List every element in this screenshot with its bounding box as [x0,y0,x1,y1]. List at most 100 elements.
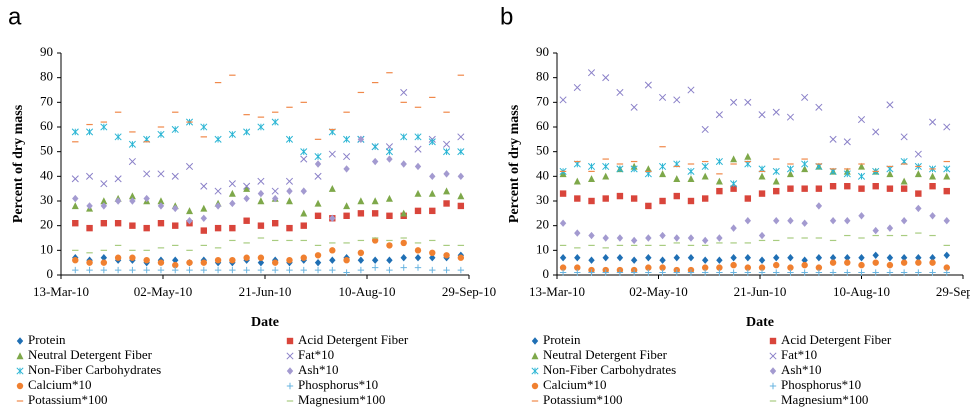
point [300,222,307,229]
point [602,74,610,82]
legend-label: Acid Detergent Fiber [781,332,892,347]
point [385,148,393,156]
legend-marker [531,337,539,345]
y-tick-label: 30 [40,192,53,207]
point [687,269,695,276]
legend-label: Non-Fiber Carbohydrates [543,362,676,377]
point [171,125,179,134]
point [915,204,922,213]
point [157,197,165,205]
point [100,180,108,188]
point [659,170,667,178]
series [71,118,465,161]
point [673,269,680,276]
legend-label: Potassium*100 [543,392,622,407]
legend-item: Protein [531,332,581,347]
legend-item: Magnesium*100 [769,392,868,407]
point [858,185,865,192]
point [758,231,766,240]
point [787,264,794,271]
point [71,175,79,183]
point [428,189,436,197]
point [829,259,837,266]
point [371,210,379,217]
point [943,251,950,259]
point [730,254,737,262]
point [730,155,738,163]
point [72,266,79,274]
point [616,254,624,262]
point [329,247,336,254]
point [900,269,908,276]
point [200,259,207,266]
point [172,204,179,213]
point [328,184,336,192]
point [343,212,350,219]
point [229,266,236,274]
point [886,170,894,178]
point [243,128,251,136]
legend-label: Ash*10 [298,362,338,377]
point [858,162,865,170]
point [86,128,94,136]
point [386,155,393,163]
point [86,224,93,232]
point [687,234,695,242]
point [114,266,122,274]
point [157,266,165,274]
point [300,209,308,217]
point [943,264,950,271]
point [858,254,865,262]
point [715,177,723,185]
point [257,177,265,185]
point [616,234,624,242]
point [100,197,108,205]
point [172,256,179,264]
legend-label: Ash*10 [781,362,821,377]
point [616,192,624,200]
point [687,86,695,94]
point [286,257,293,264]
point [400,209,408,217]
point [915,190,922,197]
series [72,135,465,225]
point [744,98,752,106]
point [574,195,581,202]
point [744,269,752,276]
point [443,140,451,148]
point [872,128,880,136]
x-tick-label: 29-Sep-10 [442,284,496,299]
point [744,264,752,271]
legend-marker [286,382,294,390]
x-tick-label: 21-Jun-10 [734,284,787,299]
series [559,232,950,249]
x-tick-label: 13-Mar-10 [33,284,89,299]
y-tick-label: 20 [536,217,549,232]
point [573,83,581,92]
point [701,264,709,271]
point [673,254,680,262]
point [659,256,666,264]
point [857,116,866,124]
point [687,254,695,262]
point [645,269,652,276]
point [928,118,937,126]
legend-marker [769,382,777,390]
point [314,266,322,274]
point [243,254,250,261]
legend-item: Ash*10 [286,362,338,377]
legend-item: Calcium*10 [531,377,607,392]
point [730,261,737,269]
point [929,183,936,190]
point [574,254,581,262]
point [772,167,780,175]
y-axis-label: Percent of dry mass [507,104,522,223]
point [357,135,365,144]
legend-marker [769,352,777,360]
point [400,264,407,271]
point [343,269,350,276]
series [559,202,950,245]
point [272,266,279,274]
legend-label: Protein [28,332,66,347]
legend-label: Acid Detergent Fiber [298,332,409,347]
